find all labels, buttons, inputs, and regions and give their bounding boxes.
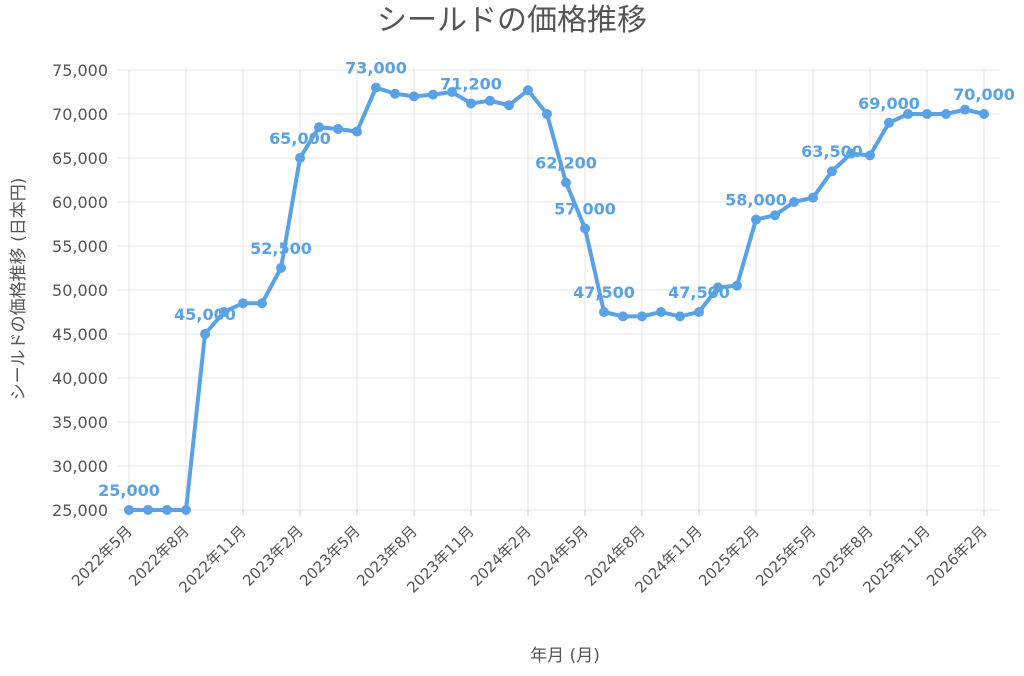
data-point [599, 307, 609, 317]
data-point [941, 109, 951, 119]
data-label: 47,500 [668, 283, 730, 302]
y-tick-label: 65,000 [52, 149, 108, 168]
data-point [276, 263, 286, 273]
y-tick-label: 30,000 [52, 457, 108, 476]
data-point [447, 87, 457, 97]
data-label: 65,000 [269, 129, 331, 148]
data-point [162, 505, 172, 515]
data-point [637, 311, 647, 322]
data-point [504, 100, 514, 111]
y-axis-title: シールドの価格推移 (日本円) [9, 178, 29, 401]
data-label: 70,000 [953, 85, 1015, 104]
data-point [751, 214, 761, 225]
x-axis-ticks: 2022年5月2022年8月2022年11月2023年2月2023年5月2023… [68, 522, 991, 596]
data-label: 47,500 [573, 283, 635, 302]
data-label: 25,000 [98, 481, 160, 500]
data-point [124, 505, 134, 515]
data-label: 71,200 [440, 74, 502, 93]
data-label: 57,000 [554, 199, 616, 218]
data-point [656, 307, 666, 317]
grid-lines [118, 69, 1000, 516]
data-label: 63,500 [801, 142, 863, 161]
data-point [846, 148, 856, 159]
chart-title: シールドの価格推移 [377, 3, 647, 38]
y-axis-ticks: 25,000 30,000 35,000 40,000 45,000 50,000 55,0… [52, 61, 108, 520]
data-point [960, 104, 970, 115]
data-point [428, 89, 438, 100]
y-tick-label: 35,000 [52, 413, 108, 432]
data-point [675, 311, 685, 322]
data-label: 73,000 [345, 59, 407, 78]
data-point [618, 311, 628, 322]
data-point [523, 85, 533, 96]
y-tick-label: 25,000 [52, 501, 108, 520]
data-point [295, 153, 305, 163]
data-point [333, 123, 343, 134]
data-point [770, 210, 780, 221]
y-tick-label: 40,000 [52, 369, 108, 388]
y-tick-label: 55,000 [52, 237, 108, 256]
data-label: 58,000 [725, 191, 787, 210]
data-point [485, 95, 495, 106]
data-point [694, 307, 704, 317]
data-point [903, 109, 913, 119]
data-point [200, 329, 210, 339]
x-tick-label: 2023年2月 [239, 522, 307, 590]
data-point [922, 109, 932, 119]
y-tick-label: 75,000 [52, 61, 108, 80]
data-point [713, 282, 723, 293]
data-point [732, 280, 742, 291]
data-point [466, 98, 476, 109]
data-point [542, 109, 552, 119]
data-label: 45,000 [174, 305, 236, 324]
x-axis-title: 年月 (月) [530, 646, 600, 666]
data-labels: 25,000 45,000 52,500 65,000 73,000 71,200 62,2… [98, 59, 1015, 500]
series-line [129, 85, 985, 512]
data-label: 52,500 [250, 239, 312, 258]
x-tick-label: 2026年2月 [923, 522, 991, 590]
data-point [884, 117, 894, 128]
data-point [979, 109, 989, 119]
data-label: 62,200 [535, 154, 597, 173]
data-point [390, 88, 400, 99]
data-point [371, 82, 381, 93]
x-tick-label: 2022年5月 [68, 522, 136, 590]
data-point [580, 223, 590, 234]
y-tick-label: 50,000 [52, 281, 108, 300]
data-point [143, 505, 153, 515]
y-tick-label: 45,000 [52, 325, 108, 344]
x-tick-label: 2024年2月 [467, 522, 535, 590]
data-point [352, 126, 362, 137]
data-point [314, 122, 324, 133]
data-label: 69,000 [858, 94, 920, 113]
data-point [808, 192, 818, 203]
data-point [257, 298, 267, 309]
x-tick-label: 2023年5月 [296, 522, 364, 590]
data-point [789, 197, 799, 207]
x-tick-label: 2024年5月 [524, 522, 592, 590]
data-point [827, 166, 837, 177]
data-point [238, 298, 248, 309]
x-tick-label: 2025年5月 [752, 522, 820, 590]
series-layer [124, 82, 989, 515]
data-point [561, 177, 571, 188]
data-point [181, 505, 191, 515]
y-tick-label: 70,000 [52, 105, 108, 124]
y-tick-label: 60,000 [52, 193, 108, 212]
data-point [219, 307, 229, 317]
data-point [865, 150, 875, 161]
data-point [409, 91, 419, 102]
x-tick-label: 2025年2月 [695, 522, 763, 590]
